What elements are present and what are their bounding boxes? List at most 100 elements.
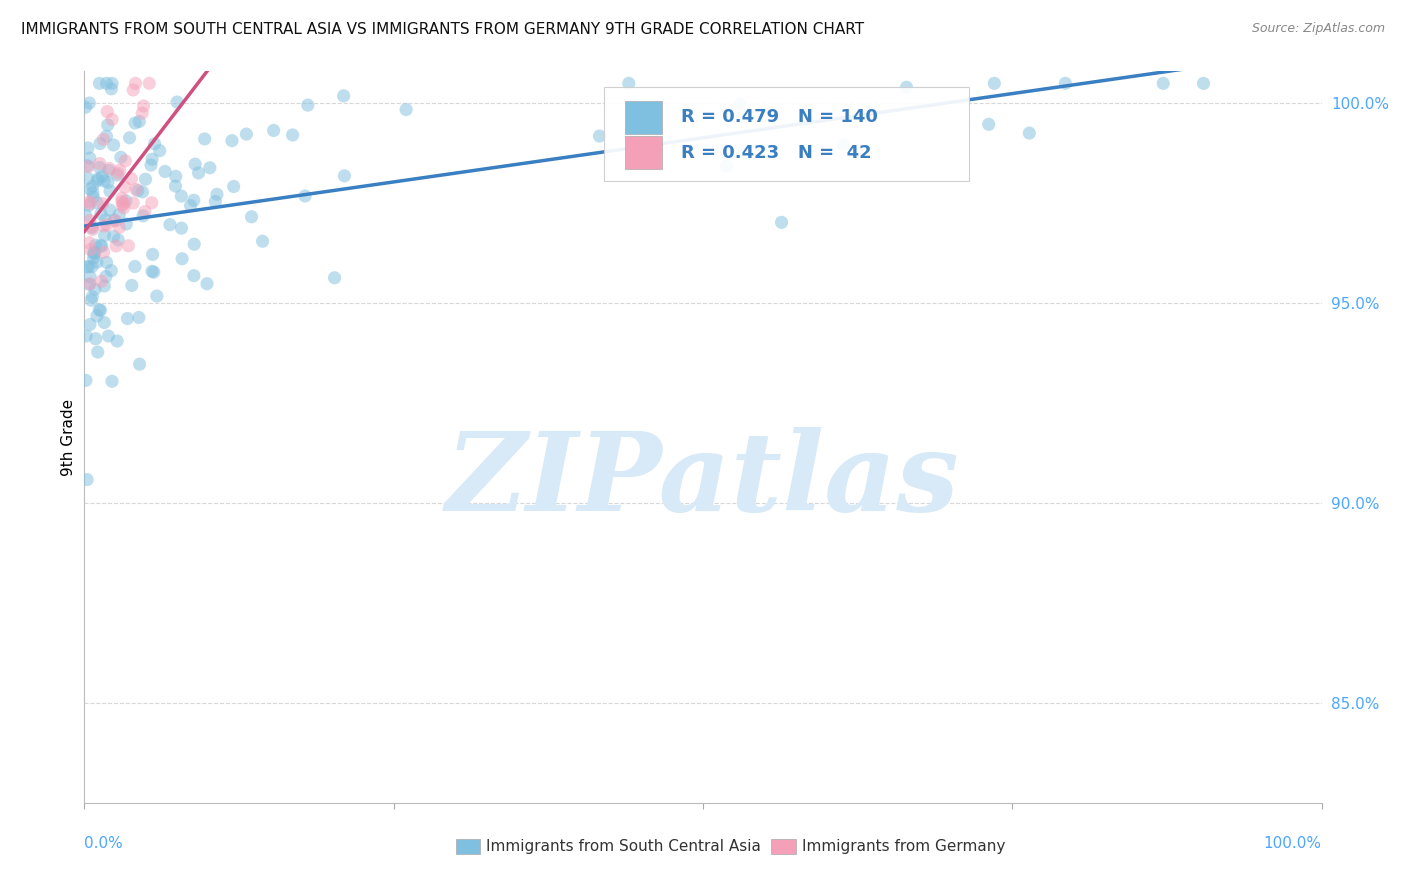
- Point: [107, 166, 129, 180]
- Point: [263, 123, 285, 137]
- Point: [97, 176, 120, 190]
- Point: [139, 158, 162, 172]
- Y-axis label: 9th Grade: 9th Grade: [60, 399, 76, 475]
- Point: [728, 96, 751, 111]
- Point: [97, 329, 120, 343]
- Point: [183, 268, 205, 283]
- Point: [205, 187, 228, 202]
- Point: [252, 234, 274, 248]
- Point: [75, 373, 97, 387]
- Point: [98, 184, 121, 198]
- Point: [235, 127, 257, 141]
- Point: [93, 219, 115, 233]
- Point: [77, 235, 100, 250]
- Text: R = 0.423   N =  42: R = 0.423 N = 42: [681, 144, 872, 161]
- Text: Immigrants from South Central Asia: Immigrants from South Central Asia: [486, 839, 762, 855]
- Point: [90, 239, 112, 253]
- Point: [89, 161, 111, 175]
- Point: [96, 129, 118, 144]
- Point: [77, 160, 100, 174]
- Point: [165, 179, 187, 194]
- Point: [82, 290, 104, 304]
- Point: [93, 245, 115, 260]
- FancyBboxPatch shape: [626, 136, 662, 169]
- Text: 100.0%: 100.0%: [1264, 836, 1322, 851]
- Point: [240, 210, 263, 224]
- Point: [79, 270, 101, 285]
- Point: [120, 171, 142, 186]
- Point: [198, 161, 221, 175]
- Point: [114, 153, 136, 168]
- Point: [118, 130, 141, 145]
- Point: [103, 229, 125, 244]
- Point: [77, 198, 100, 212]
- Point: [75, 208, 97, 222]
- Point: [100, 82, 122, 96]
- Point: [89, 76, 111, 90]
- FancyBboxPatch shape: [626, 102, 662, 134]
- Point: [194, 132, 217, 146]
- Point: [122, 83, 145, 97]
- Point: [184, 157, 207, 171]
- Point: [94, 269, 117, 284]
- Point: [76, 159, 98, 173]
- Point: [75, 329, 97, 343]
- FancyBboxPatch shape: [770, 839, 796, 854]
- Point: [138, 76, 160, 90]
- Point: [79, 243, 101, 257]
- Point: [79, 96, 101, 111]
- Point: [82, 186, 104, 200]
- Point: [617, 76, 640, 90]
- Point: [93, 174, 115, 188]
- Point: [121, 278, 143, 293]
- Point: [125, 182, 148, 196]
- Point: [86, 345, 108, 359]
- Point: [84, 282, 107, 296]
- Point: [112, 196, 135, 211]
- Point: [90, 303, 112, 318]
- FancyBboxPatch shape: [605, 87, 969, 181]
- Point: [79, 182, 101, 196]
- Point: [89, 302, 111, 317]
- Point: [80, 260, 103, 274]
- Point: [105, 168, 128, 182]
- Point: [111, 198, 134, 212]
- Point: [294, 189, 316, 203]
- Point: [90, 206, 112, 220]
- Point: [94, 212, 117, 227]
- Point: [83, 245, 105, 260]
- Point: [187, 166, 209, 180]
- Point: [82, 222, 104, 236]
- Point: [128, 310, 150, 325]
- Point: [96, 218, 118, 232]
- Point: [98, 161, 121, 176]
- Text: ZIPatlas: ZIPatlas: [446, 427, 960, 534]
- Point: [117, 239, 139, 253]
- Point: [170, 189, 193, 203]
- Point: [115, 217, 138, 231]
- Point: [93, 279, 115, 293]
- Point: [97, 118, 120, 132]
- Point: [83, 247, 105, 261]
- Point: [141, 152, 163, 166]
- Point: [1152, 76, 1174, 90]
- Point: [1192, 76, 1215, 90]
- Point: [108, 220, 131, 235]
- Point: [93, 228, 115, 243]
- Point: [170, 221, 193, 235]
- Point: [97, 163, 120, 178]
- Point: [107, 233, 129, 247]
- Point: [90, 274, 112, 288]
- Point: [131, 106, 153, 120]
- Point: [93, 316, 115, 330]
- Point: [83, 251, 105, 265]
- Point: [80, 219, 103, 234]
- Point: [77, 141, 100, 155]
- Point: [141, 195, 163, 210]
- Point: [105, 239, 128, 253]
- Point: [172, 252, 194, 266]
- Point: [80, 293, 103, 308]
- Point: [76, 260, 98, 274]
- Point: [103, 213, 125, 227]
- Point: [101, 112, 124, 127]
